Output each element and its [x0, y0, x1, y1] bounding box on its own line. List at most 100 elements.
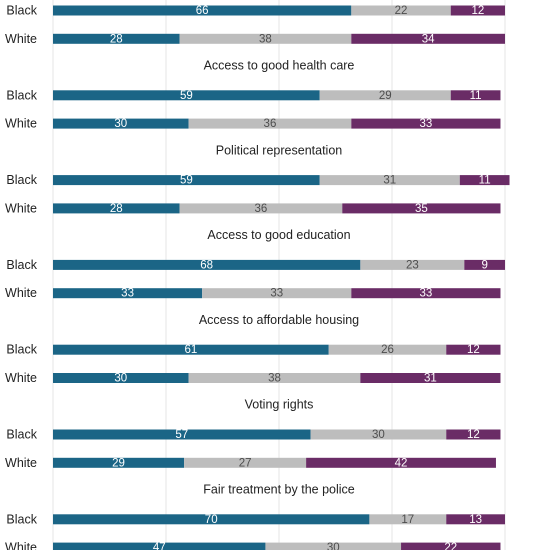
- data-label: 29: [379, 90, 392, 102]
- bar-segment: [53, 288, 203, 299]
- row-label: White: [5, 371, 37, 385]
- category-group: Access to affordable housing Black 61 26 12 W…: [5, 313, 501, 385]
- data-label: 70: [205, 514, 218, 526]
- data-label: 33: [270, 288, 283, 300]
- data-label: 59: [180, 175, 193, 187]
- bar-segment: [179, 203, 343, 214]
- data-label: 34: [422, 33, 435, 45]
- row-label: Black: [6, 173, 37, 187]
- bar-segment: [53, 5, 352, 16]
- data-label: 12: [471, 5, 484, 17]
- bar-segment: [184, 457, 307, 468]
- bar-segment: [450, 90, 501, 101]
- data-label: 42: [395, 457, 408, 469]
- bar-segment: [53, 429, 311, 440]
- category-group: Political representation Black 59 31 11 White…: [5, 143, 510, 215]
- data-label: 61: [184, 344, 197, 356]
- data-label: 35: [415, 203, 428, 215]
- row-label: White: [5, 32, 37, 46]
- bar-segment: [53, 457, 185, 468]
- data-label: 22: [395, 5, 408, 17]
- bar-segment: [265, 542, 402, 550]
- bar-segment: [450, 5, 505, 16]
- row-label: Black: [6, 428, 37, 442]
- bar-segment: [53, 90, 320, 101]
- data-label: 28: [110, 33, 123, 45]
- data-label: 12: [467, 429, 480, 441]
- bar-segment: [319, 90, 451, 101]
- category-title: Access to good health care: [204, 59, 355, 73]
- row-label: Black: [6, 88, 37, 102]
- category-title: Political representation: [216, 143, 343, 157]
- data-label: 28: [110, 203, 123, 215]
- bar-segment: [53, 514, 370, 525]
- data-label: 11: [470, 90, 482, 102]
- bar-segment: [360, 259, 465, 270]
- bar-segment: [319, 175, 460, 186]
- bar-segment: [53, 33, 180, 44]
- bar-segment: [188, 373, 361, 383]
- data-label: 30: [114, 373, 127, 385]
- data-label: 38: [268, 373, 281, 385]
- category-group: Voting rights Black 57 30 12 White 29 27 42: [5, 398, 501, 470]
- row-label: White: [5, 541, 37, 550]
- bar-segment: [179, 33, 352, 44]
- bar-segment: [53, 175, 320, 186]
- data-label: 22: [444, 542, 457, 550]
- bar-segment: [342, 203, 501, 214]
- data-label: 12: [467, 344, 480, 356]
- bar-segment: [53, 203, 180, 214]
- bar-segment: [446, 514, 505, 525]
- bar-segment: [328, 344, 447, 355]
- bar-segment: [351, 5, 451, 16]
- data-label: 38: [259, 33, 272, 45]
- row-label: White: [5, 456, 37, 470]
- data-label: 13: [469, 514, 482, 526]
- chart-groups: Black 66 22 12 White 28 38 34 Access to good hea…: [5, 4, 510, 550]
- row-label: White: [5, 117, 37, 131]
- bar-segment: [464, 259, 505, 270]
- category-title: Access to good education: [207, 228, 350, 242]
- data-label: 23: [406, 259, 419, 271]
- data-label: 33: [420, 288, 433, 300]
- bar-segment: [446, 429, 501, 440]
- data-label: 30: [114, 118, 127, 130]
- bar-segment: [401, 542, 501, 550]
- bar-segment: [459, 175, 510, 186]
- data-label: 33: [420, 118, 433, 130]
- bar-segment: [310, 429, 447, 440]
- bar-segment: [202, 288, 352, 299]
- data-label: 36: [264, 118, 277, 130]
- row-label: Black: [6, 258, 37, 272]
- bar-segment: [360, 373, 501, 383]
- bar-segment: [53, 259, 361, 270]
- category-title: Voting rights: [245, 398, 314, 412]
- bar-segment: [351, 288, 501, 299]
- bar-segment: [351, 118, 501, 129]
- data-label: 68: [200, 259, 213, 271]
- category-title: Fair treatment by the police: [203, 483, 355, 497]
- bar-segment: [53, 118, 189, 129]
- data-label: 9: [481, 259, 487, 271]
- category-title: Access to affordable housing: [199, 313, 359, 327]
- bar-segment: [369, 514, 447, 525]
- bar-segment: [446, 344, 501, 355]
- data-label: 17: [401, 514, 414, 526]
- row-label: White: [5, 286, 37, 300]
- data-label: 47: [153, 542, 166, 550]
- category-group: Access to good health care Black 59 29 11 Whi…: [5, 59, 501, 131]
- bar-segment: [53, 373, 189, 383]
- data-label: 29: [112, 457, 125, 469]
- bar-segment: [351, 33, 505, 44]
- data-label: 27: [239, 457, 252, 469]
- data-label: 31: [424, 373, 437, 385]
- data-label: 30: [327, 542, 340, 550]
- category-group: Access to good education Black 68 23 9 White 3…: [5, 228, 505, 300]
- data-label: 57: [175, 429, 188, 441]
- category-group: Black 66 22 12 White 28 38 34: [5, 4, 505, 46]
- data-label: 31: [383, 175, 396, 187]
- data-label: 30: [372, 429, 385, 441]
- row-label: Black: [6, 4, 37, 18]
- bar-segment: [53, 542, 266, 550]
